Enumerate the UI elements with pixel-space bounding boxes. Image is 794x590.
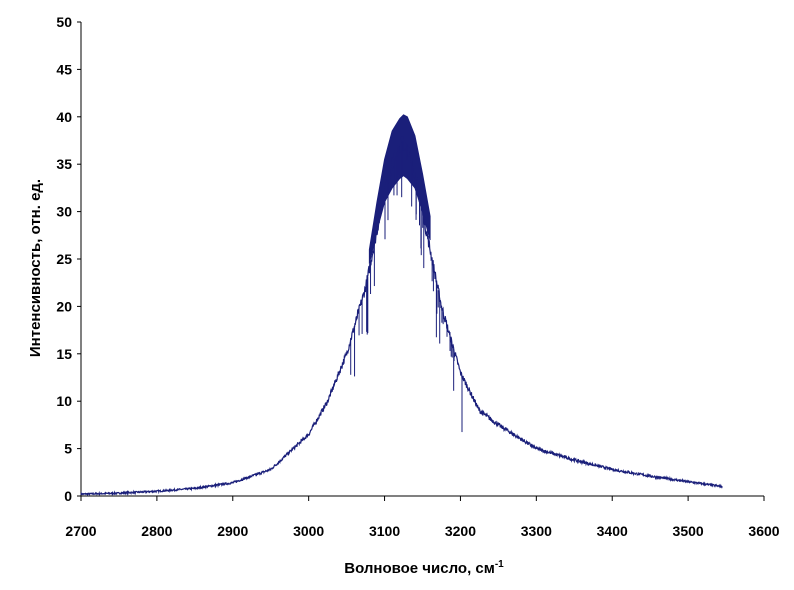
x-tick-label: 3400 xyxy=(597,523,628,539)
x-tick-label: 2900 xyxy=(217,523,248,539)
x-tick-labels: 2700 2800 2900 3000 3100 3200 3300 3400 3500 3600 xyxy=(65,523,779,539)
y-tick-label: 20 xyxy=(56,298,72,314)
y-tick-label: 15 xyxy=(56,346,72,362)
y-tick-label: 45 xyxy=(56,61,72,77)
peak-band xyxy=(368,114,431,264)
x-tick-label: 3500 xyxy=(673,523,704,539)
y-tick-label: 35 xyxy=(56,156,72,172)
x-tick-label: 2800 xyxy=(141,523,172,539)
spectrum-line xyxy=(80,136,723,497)
x-tick-label: 2700 xyxy=(65,523,96,539)
plot-area xyxy=(80,114,723,497)
y-tick-label: 40 xyxy=(56,109,72,125)
y-tick-label: 50 xyxy=(56,14,72,30)
y-axis-title: Интенсивность, отн. ед. xyxy=(27,179,44,357)
x-tick-label: 3100 xyxy=(369,523,400,539)
y-tick-labels: 0 5 10 15 20 25 30 35 40 45 50 xyxy=(56,14,72,504)
x-axis-title: Волновое число, см-1 xyxy=(344,559,504,577)
x-axis-title-superscript: -1 xyxy=(495,559,504,570)
x-tick-label: 3000 xyxy=(293,523,324,539)
y-tick-label: 25 xyxy=(56,251,72,267)
y-tick-label: 0 xyxy=(64,488,72,504)
axes xyxy=(77,21,765,501)
y-tick-label: 5 xyxy=(64,441,72,457)
x-tick-label: 3300 xyxy=(521,523,552,539)
x-tick-label: 3600 xyxy=(748,523,779,539)
x-axis-title-text: Волновое число, см xyxy=(344,560,495,577)
y-tick-label: 30 xyxy=(56,204,72,220)
y-tick-label: 10 xyxy=(56,393,72,409)
x-tick-label: 3200 xyxy=(445,523,476,539)
